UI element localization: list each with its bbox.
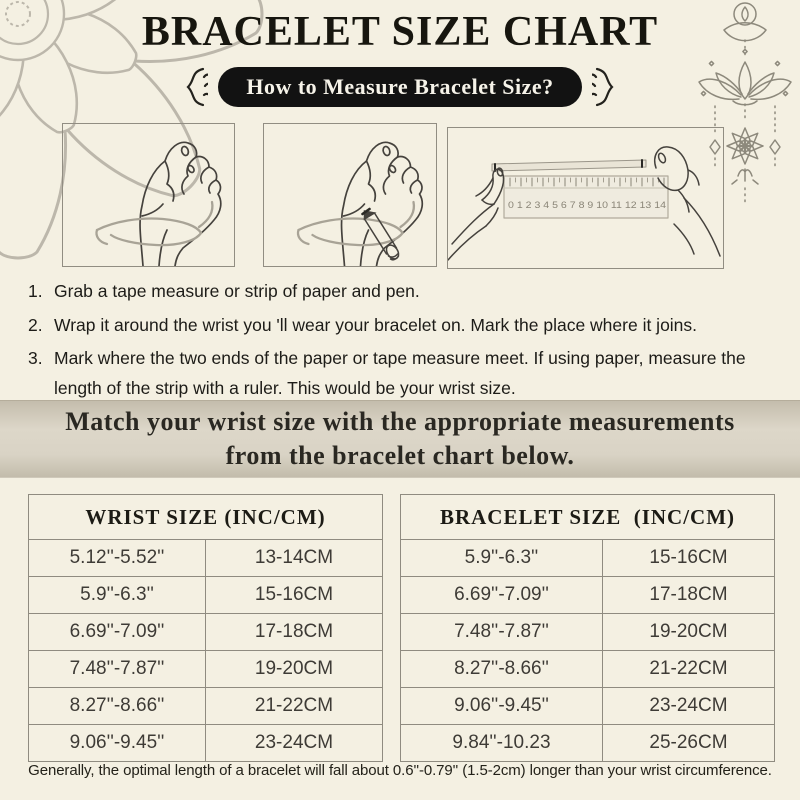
table-cell: 21-22CM [205,687,383,725]
table-row: 9.84''-10.23 25-26CM [400,724,776,762]
table-cell: 17-18CM [601,576,776,614]
ruler-numbers: 0 1 2 3 4 5 6 7 8 9 10 11 12 13 14 [508,200,666,210]
squiggle-right-icon [591,67,614,107]
table-row: 7.48''-7.87'' 19-20CM [28,650,383,688]
illustration-ruler: 0 1 2 3 4 5 6 7 8 9 10 11 12 13 14 [447,127,724,269]
table-cell: 9.06''-9.45'' [28,724,206,762]
instruction-text: Grab a tape measure or strip of paper an… [54,281,420,301]
table-cell: 6.69''-7.09'' [28,613,206,651]
table-row: 5.9''-6.3'' 15-16CM [28,576,383,614]
instruction-item: 1. Grab a tape measure or strip of paper… [28,277,794,307]
match-banner: Match your wrist size with the appropria… [0,400,800,478]
table-cell: 19-20CM [205,650,383,688]
page-title: BRACELET SIZE CHART [141,9,659,55]
table-cell: 9.06''-9.45'' [400,687,603,725]
table-cell: 6.69''-7.09'' [400,576,603,614]
table-row: 7.48''-7.87'' 19-20CM [400,613,776,651]
instructions-list: 1. Grab a tape measure or strip of paper… [28,277,794,407]
table-cell: 7.48''-7.87'' [28,650,206,688]
table-cell: 5.12''-5.52'' [28,539,206,577]
table-row: 6.69''-7.09'' 17-18CM [400,576,776,614]
paper-strip [491,159,647,172]
illustration-mark-pen [263,123,437,267]
table-cell: 5.9''-6.3'' [28,576,206,614]
table-cell: 9.84''-10.23 [400,724,603,762]
badge-row: How to Measure Bracelet Size? [0,66,800,108]
table-row: 9.06''-9.45'' 23-24CM [28,724,383,762]
table-cell: 25-26CM [601,724,776,762]
table-cell: 7.48''-7.87'' [400,613,603,651]
table-cell: 8.27''-8.66'' [400,650,603,688]
table-row: 6.69''-7.09'' 17-18CM [28,613,383,651]
table-cell: 19-20CM [601,613,776,651]
bracelet-size-table: BRACELET SIZE (INC/CM) 5.9''-6.3'' 15-16… [400,494,776,762]
wrist-size-table: WRIST SIZE (INC/CM) 5.12''-5.52'' 13-14C… [28,494,383,762]
wrist-size-header: WRIST SIZE (INC/CM) [28,494,383,540]
right-hand [654,146,721,257]
table-cell: 15-16CM [205,576,383,614]
left-hand [448,167,505,261]
lotus-ornament-icon [698,2,792,205]
mandala-flower-icon [0,0,264,260]
table-cell: 5.9''-6.3'' [400,539,603,577]
instruction-number: 1. [28,281,43,301]
table-row: 5.12''-5.52'' 13-14CM [28,539,383,577]
table-cell: 15-16CM [601,539,776,577]
table-row: 5.9''-6.3'' 15-16CM [400,539,776,577]
table-cell: 21-22CM [601,650,776,688]
table-row: 8.27''-8.66'' 21-22CM [28,687,383,725]
squiggle-left-icon [186,67,209,107]
table-cell: 8.27''-8.66'' [28,687,206,725]
ruler: 0 1 2 3 4 5 6 7 8 9 10 11 12 13 14 [503,175,669,219]
table-cell: 23-24CM [601,687,776,725]
table-row: 8.27''-8.66'' 21-22CM [400,650,776,688]
how-to-measure-badge: How to Measure Bracelet Size? [218,67,582,107]
instruction-text: Mark where the two ends of the paper or … [54,348,746,398]
table-cell: 13-14CM [205,539,383,577]
footnote: Generally, the optimal length of a brace… [28,762,772,779]
instruction-number: 3. [28,348,43,368]
pen-icon [361,207,400,261]
instruction-item: 2. Wrap it around the wrist you 'll wear… [28,311,794,341]
instruction-item: 3. Mark where the two ends of the paper … [28,344,794,403]
fist-with-pen-icon [296,141,424,266]
banner-line-2: from the bracelet chart below. [225,441,575,470]
instruction-number: 2. [28,314,43,335]
table-cell: 17-18CM [205,613,383,651]
table-cell: 23-24CM [205,724,383,762]
hands-with-ruler-icon: 0 1 2 3 4 5 6 7 8 9 10 11 12 13 14 [448,146,721,261]
table-row: 9.06''-9.45'' 23-24CM [400,687,776,725]
size-tables: WRIST SIZE (INC/CM) 5.12''-5.52'' 13-14C… [28,494,776,762]
illustration-wrap-wrist [62,123,235,267]
banner-line-1: Match your wrist size with the appropria… [65,407,735,436]
bracelet-size-header: BRACELET SIZE (INC/CM) [400,494,775,540]
fist-with-tape-icon [95,141,222,266]
instruction-text: Wrap it around the wrist you 'll wear yo… [54,314,698,335]
